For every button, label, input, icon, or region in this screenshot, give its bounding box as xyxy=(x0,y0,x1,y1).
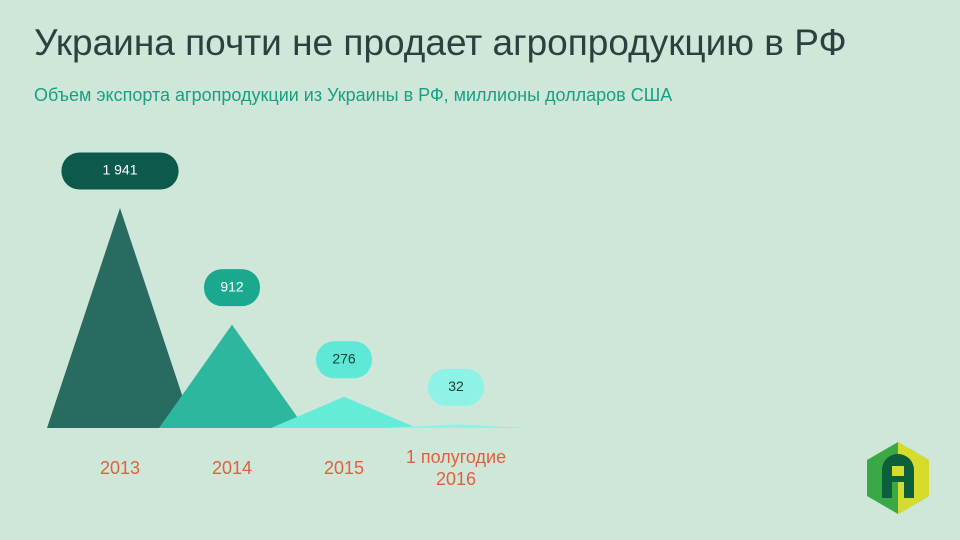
value-label-bubble xyxy=(428,368,484,406)
value-label: 912 xyxy=(220,278,244,294)
value-label-bubble xyxy=(204,269,260,307)
peak xyxy=(271,396,417,428)
chart-title: Украина почти не продает агропродукцию в… xyxy=(34,22,847,63)
logo xyxy=(867,442,929,514)
value-label: 32 xyxy=(448,378,464,394)
value-label: 1 941 xyxy=(102,162,137,178)
x-tick-label: 1 полугодие 2016 xyxy=(405,447,507,489)
chart-subtitle: Объем экспорта агропродукции из Украины … xyxy=(34,85,672,105)
value-label-bubble xyxy=(316,341,372,379)
peak xyxy=(47,208,193,428)
x-tick-label: 2013 xyxy=(99,458,141,478)
value-label: 276 xyxy=(332,350,356,366)
x-tick-label: 2014 xyxy=(211,458,253,478)
value-label-bubble xyxy=(61,152,179,190)
x-tick-label: 2015 xyxy=(323,458,365,478)
peak xyxy=(383,424,529,428)
peak xyxy=(159,324,305,428)
